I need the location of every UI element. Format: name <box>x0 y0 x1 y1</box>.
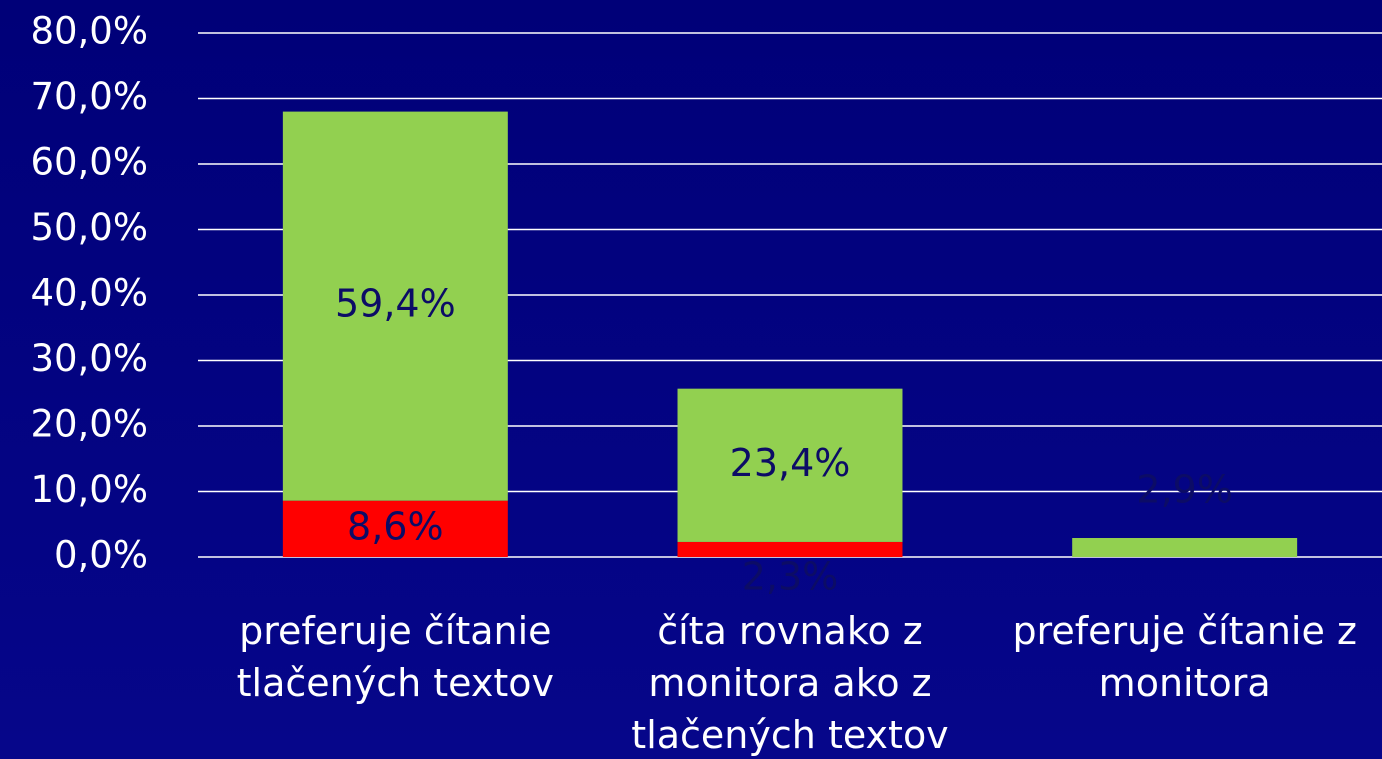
data-label: 23,4% <box>730 441 851 485</box>
bar-segment <box>677 541 903 557</box>
y-tick-label: 40,0% <box>30 272 148 315</box>
y-tick-label: 30,0% <box>30 337 148 380</box>
y-tick-label: 60,0% <box>30 141 148 184</box>
bar-segment <box>1072 538 1298 557</box>
bar-segment <box>677 388 903 542</box>
bar-segment <box>282 500 508 557</box>
x-tick-label: číta rovnako z monitora ako z tlačených te… <box>631 609 948 757</box>
data-label: 8,6% <box>347 504 444 548</box>
y-tick-label: 80,0% <box>30 10 148 53</box>
y-tick-label: 50,0% <box>30 206 148 249</box>
x-tick-label: preferuje čítanie z monitora <box>1012 609 1356 705</box>
bar-segment <box>282 111 508 501</box>
y-tick-label: 70,0% <box>30 75 148 118</box>
data-label: 59,4% <box>335 282 456 326</box>
y-tick-label: 10,0% <box>30 468 148 511</box>
y-tick-label: 0,0% <box>54 534 148 577</box>
data-label: 2,3% <box>742 555 839 599</box>
y-tick-label: 20,0% <box>30 403 148 446</box>
data-label: 2,9% <box>1136 468 1233 512</box>
x-tick-label: preferuje čítanie tlačených textov <box>237 609 554 705</box>
